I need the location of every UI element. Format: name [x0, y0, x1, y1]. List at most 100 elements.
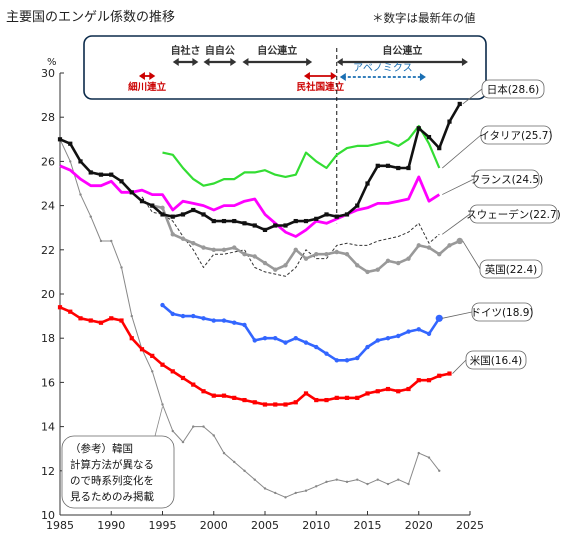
data-point-korea — [345, 480, 349, 484]
data-point-japan — [211, 218, 216, 224]
label-box-france — [473, 169, 540, 189]
data-point-usa — [129, 336, 134, 341]
data-point-usa — [201, 389, 206, 394]
data-point-uk — [375, 267, 380, 272]
data-point-usa — [344, 395, 350, 400]
data-point-japan — [355, 203, 360, 208]
data-point-usa — [170, 369, 175, 374]
data-point-japan — [109, 172, 114, 177]
era-arrow-2-head-right — [230, 58, 237, 66]
data-point-korea — [151, 370, 154, 373]
label-leader-japan — [462, 88, 483, 105]
series-label-france: フランス(24.5) — [470, 174, 543, 186]
data-point-usa — [416, 378, 421, 383]
data-point-uk — [344, 252, 350, 257]
data-point-usa — [180, 375, 186, 381]
data-point-germany — [160, 302, 165, 308]
data-point-uk — [437, 252, 442, 257]
chart-note: ＊数字は最新年の値 — [372, 11, 476, 25]
data-point-uk — [242, 252, 247, 257]
data-point-usa — [365, 391, 370, 396]
series-line-usa — [59, 306, 450, 406]
data-point-korea — [212, 434, 215, 437]
data-point-usa — [109, 316, 114, 321]
x-tick-label: 2015 — [354, 519, 382, 532]
era-label-3: 自公連立 — [257, 44, 297, 57]
data-point-korea — [130, 314, 133, 318]
data-point-japan — [150, 203, 155, 208]
era-label-0: 細川連立 — [128, 81, 167, 93]
series-line-japan — [59, 103, 461, 232]
era-arrow-0-head-left — [138, 72, 145, 80]
data-point-uk — [283, 263, 288, 268]
data-point-usa — [437, 373, 442, 378]
data-point-germany — [221, 318, 227, 323]
era-arrow-1-head-right — [192, 58, 199, 66]
label-leader-italy — [441, 134, 482, 169]
era-arrow-2-head-left — [203, 58, 210, 66]
era-arrow-1-head-left — [172, 58, 179, 66]
data-point-korea — [427, 456, 431, 459]
latest-point-uk — [456, 237, 463, 245]
data-point-germany — [355, 355, 360, 361]
series-labels: 日本(28.6) イタリア(25.7) フランス(24.5) スウェーデン(22.7)… — [441, 79, 561, 374]
data-point-korea — [222, 451, 226, 455]
data-point-japan — [98, 172, 104, 177]
data-point-korea — [438, 469, 441, 472]
data-point-uk — [221, 247, 227, 252]
data-point-uk — [314, 252, 319, 257]
data-point-japan — [324, 212, 329, 217]
data-point-korea — [325, 480, 328, 484]
era-arrow-6-head-left — [339, 73, 346, 81]
data-point-japan — [242, 221, 247, 226]
data-point-germany — [201, 316, 206, 321]
data-point-korea — [202, 425, 205, 428]
data-point-korea — [243, 469, 246, 472]
series-label-uk: 英国(22.4) — [485, 263, 538, 276]
data-point-usa — [242, 397, 247, 403]
data-point-japan — [232, 218, 237, 224]
y-tick-label: 14 — [41, 421, 55, 434]
data-point-germany — [180, 313, 186, 319]
data-point-korea — [181, 440, 185, 444]
data-point-japan — [262, 227, 268, 233]
data-point-germany — [273, 336, 278, 341]
data-point-germany — [406, 329, 411, 334]
data-point-japan — [273, 223, 278, 228]
data-point-japan — [437, 146, 442, 151]
data-point-usa — [88, 318, 93, 323]
label-box-uk — [479, 259, 543, 279]
latest-point-germany — [435, 314, 443, 322]
data-point-usa — [447, 371, 452, 376]
label-leader-germany — [442, 311, 473, 319]
data-point-germany — [385, 336, 391, 341]
data-point-usa — [334, 395, 339, 400]
era-label-2: 自自公 — [205, 44, 235, 57]
era-label-4: 民社国連立 — [297, 81, 345, 93]
era-arrow-4-head-right — [330, 72, 337, 80]
data-point-uk — [170, 232, 175, 237]
x-tick-label: 1990 — [97, 519, 125, 532]
data-point-usa — [252, 400, 257, 405]
y-tick-label: 20 — [41, 288, 55, 301]
data-point-germany — [232, 320, 237, 325]
era-arrow-5-head-right — [461, 58, 468, 66]
data-point-germany — [252, 338, 257, 343]
data-point-uk — [406, 256, 411, 261]
data-point-usa — [262, 402, 268, 407]
data-point-japan — [252, 223, 257, 228]
data-point-uk — [426, 245, 432, 250]
data-point-japan — [303, 218, 309, 224]
y-tick-label: 30 — [41, 67, 55, 80]
data-point-usa — [139, 347, 145, 352]
data-point-japan — [344, 212, 350, 217]
data-point-germany — [375, 338, 380, 343]
data-point-usa — [211, 393, 216, 398]
data-point-usa — [232, 395, 237, 400]
data-point-usa — [273, 402, 278, 407]
era-label-1: 自社さ — [171, 44, 201, 57]
data-point-usa — [314, 397, 319, 403]
era-arrow-5-head-left — [336, 58, 343, 66]
data-point-korea — [192, 425, 195, 428]
data-point-japan — [365, 181, 370, 186]
